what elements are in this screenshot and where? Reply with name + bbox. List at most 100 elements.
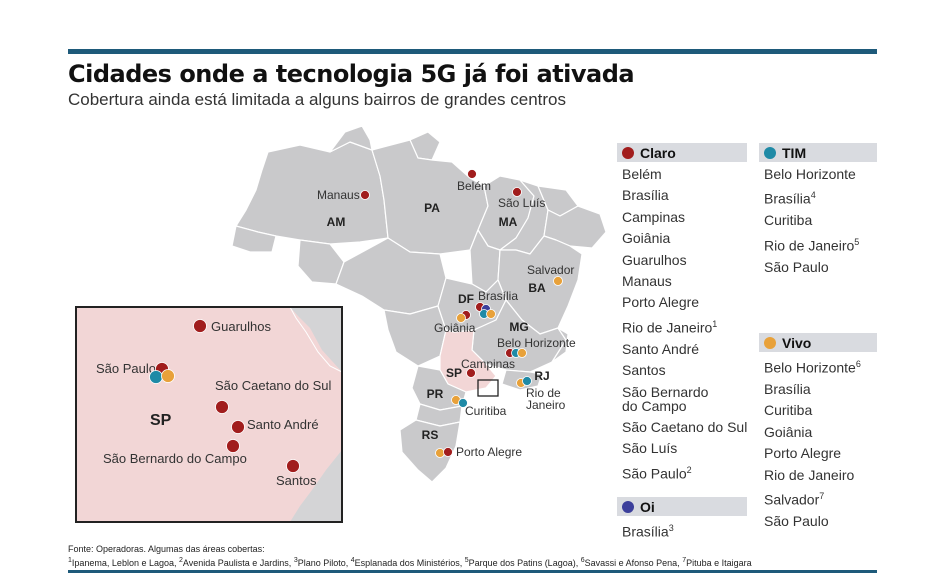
legend-city-name: do Campo (622, 397, 687, 414)
legend-city-name: Goiânia (622, 230, 671, 247)
legend-claro-item: São Paulo2 (622, 460, 747, 485)
legend-city-name: Belém (622, 166, 662, 182)
footnote-marker: 1 (712, 318, 718, 329)
state-label-df: DF (458, 292, 474, 306)
legend-claro-item: Porto Alegre (622, 292, 747, 313)
page-title: Cidades onde a tecnologia 5G já foi ativ… (68, 60, 635, 88)
marker-claro-campinas (466, 368, 476, 378)
marker-claro-belem (467, 169, 477, 179)
city-label-sao-luis: São Luís (498, 196, 545, 210)
legend-claro: Claro Belém Brasília Campinas Goiânia Guarul… (617, 143, 747, 485)
legend-claro-title: Claro (640, 144, 676, 161)
footnote-marker: 2 (686, 464, 692, 475)
legend-claro-item: Belém (622, 164, 747, 185)
legend-tim-header: TIM (759, 143, 877, 162)
inset-marker-sao-caetano (215, 400, 229, 414)
page-subtitle: Cobertura ainda está limitada a alguns b… (68, 90, 567, 109)
legend-oi: Oi Brasília3 (617, 497, 747, 543)
source-line: Fonte: Operadoras. Algumas das áreas cob… (68, 544, 265, 554)
marker-claro-porto-alegre (443, 447, 453, 457)
city-label-brasilia: Brasília (478, 289, 518, 303)
legend-city-name: Brasília (764, 381, 811, 398)
tim-dot-icon (764, 146, 776, 159)
marker-claro-sao-luis (512, 187, 522, 197)
state-label-ba: BA (528, 281, 546, 295)
state-shape-ac (231, 225, 277, 253)
state-label-rs: RS (422, 428, 439, 442)
legend-city-name: São Paulo (764, 513, 829, 530)
inset-state-label: SP (150, 412, 172, 429)
legend-oi-list: Brasília3 (617, 518, 747, 543)
inset-marker-guarulhos (193, 319, 207, 333)
marker-tim-curitiba (458, 398, 468, 408)
legend-city-name: Manaus (622, 273, 672, 290)
legend-city-name: Santo André (622, 340, 700, 357)
legend-city-name: Rio de Janeiro (764, 466, 855, 483)
legend-vivo-list: Belo Horizonte6 Brasília Curitiba Goiânia Po… (759, 354, 877, 533)
footnote-number: 4 (350, 557, 355, 564)
city-label-belem: Belém (457, 179, 491, 193)
footnote-marker: 7 (819, 491, 825, 502)
top-rule (68, 49, 877, 54)
footnote-text: Savassi e Afonso Pena, (584, 558, 683, 568)
legend-city-name: Rio de Janeiro (622, 319, 713, 336)
footnote-text: Ipanema, Leblon e Lagoa, (71, 558, 179, 568)
legend-vivo-item: Rio de Janeiro (764, 465, 877, 486)
footnote-text: Plano Piloto, (297, 558, 351, 568)
legend-city-name: Belo Horizonte (764, 359, 856, 376)
state-shape-rs (399, 419, 461, 483)
legend-claro-item: Manaus (622, 271, 747, 292)
legend-claro-item: Rio de Janeiro1 (622, 314, 747, 339)
oi-dot-icon (622, 500, 634, 513)
legend-tim-list: Belo Horizonte Brasília4 Curitiba Rio de Ja… (759, 164, 877, 278)
claro-dot-icon (622, 146, 634, 159)
state-label-rj: RJ (534, 369, 549, 383)
marker-vivo-belo-horizonte (517, 348, 527, 358)
legend-city-name: Campinas (622, 208, 686, 225)
legend-city-name: Belo Horizonte (764, 166, 856, 182)
marker-vivo-salvador (553, 276, 563, 286)
vivo-dot-icon (764, 336, 776, 349)
legend-city-name: Brasília (622, 187, 669, 204)
footnote-text: Pituba e Itaigara (686, 558, 752, 568)
legend-claro-item: Campinas (622, 207, 747, 228)
legend-vivo-item: São Paulo (764, 511, 877, 532)
footnote-number: 2 (179, 557, 183, 564)
city-label-goiania: Goiânia (434, 321, 476, 335)
bottom-rule (68, 570, 877, 573)
footnote-number: 1 (68, 557, 72, 564)
inset-city-sao-caetano: São Caetano do Sul (215, 378, 331, 393)
state-label-ma: MA (499, 215, 518, 229)
legend-vivo-item: Porto Alegre (764, 443, 877, 464)
footnote-number: 5 (464, 557, 469, 564)
legend-vivo-item: Brasília (764, 379, 877, 400)
footnote-marker: 6 (855, 359, 861, 369)
legend-tim-item: Belo Horizonte (764, 164, 877, 185)
legend-vivo: Vivo Belo Horizonte6 Brasília Curitiba Goiâ… (759, 333, 877, 533)
state-label-mg: MG (509, 320, 528, 334)
marker-tim-rio (522, 376, 532, 386)
legend-tim-item: Brasília4 (764, 185, 877, 210)
state-shape-es (551, 327, 569, 363)
legend-claro-item: São Luís (622, 438, 747, 459)
state-label-sp: SP (446, 366, 462, 380)
city-label-curitiba: Curitiba (465, 404, 507, 418)
legend-vivo-title: Vivo (782, 334, 812, 351)
inset-city-sao-bernardo: São Bernardo do Campo (103, 451, 247, 466)
inset-city-guarulhos: Guarulhos (211, 319, 271, 334)
inset-city-sao-paulo: São Paulo (96, 361, 156, 376)
state-label-pa: PA (424, 201, 440, 215)
legend-claro-list: Belém Brasília Campinas Goiânia Guarulhos Man… (617, 164, 747, 485)
footnotes-line: 1Ipanema, Leblon e Lagoa, 2Avenida Pauli… (68, 555, 752, 569)
legend-vivo-item: Belo Horizonte6 (764, 354, 877, 379)
state-label-pr: PR (427, 387, 444, 401)
legend-vivo-item: Goiânia (764, 422, 877, 443)
legend-city-name: Curitiba (764, 212, 813, 229)
city-label-rio-de-janeiro: Rio de Janeiro (526, 386, 566, 412)
marker-claro-manaus (360, 190, 370, 200)
legend-oi-item: Brasília3 (622, 518, 747, 543)
state-label-am: AM (327, 215, 346, 229)
inset-marker-sp-tim (149, 370, 163, 384)
legend-tim-item: São Paulo (764, 257, 877, 278)
